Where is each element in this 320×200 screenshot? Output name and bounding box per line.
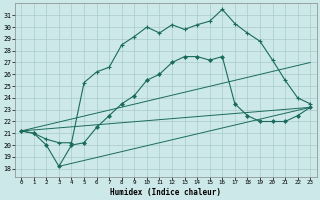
X-axis label: Humidex (Indice chaleur): Humidex (Indice chaleur): [110, 188, 221, 197]
